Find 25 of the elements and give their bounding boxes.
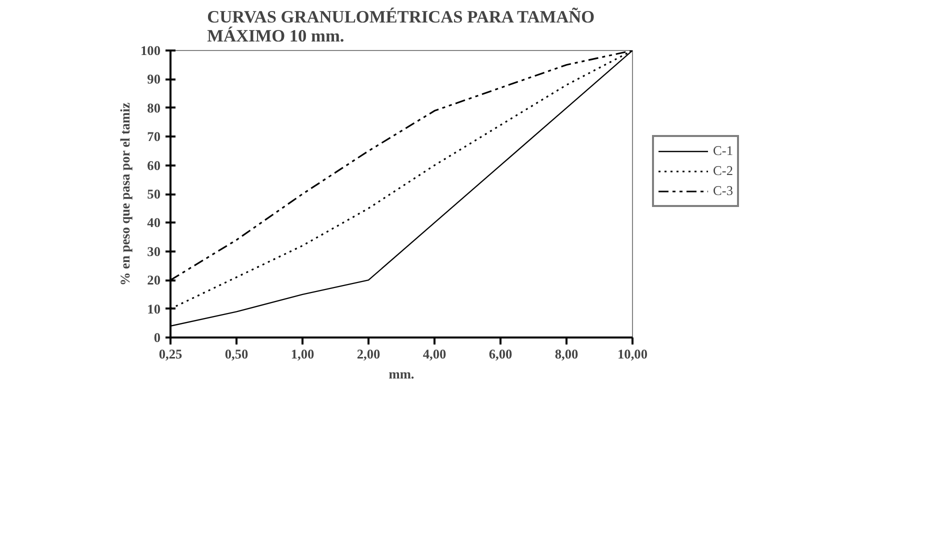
y-axis-title: % en peso que pasa por el tamiz [118, 102, 133, 286]
chart-title: CURVAS GRANULOMÉTRICAS PARA TAMAÑO MÁXIMO 10 mm. [207, 8, 595, 46]
legend-label: C-2 [713, 163, 733, 179]
x-tick-label: 4,00 [422, 346, 446, 362]
legend-label: C-3 [713, 183, 733, 199]
y-tick-label: 40 [147, 215, 161, 230]
x-tick-label: 6,00 [488, 346, 512, 362]
y-tick-label: 20 [147, 272, 161, 288]
x-tick-label: 0,25 [158, 346, 182, 362]
y-tick-label: 60 [147, 158, 161, 173]
y-tick-label: 70 [147, 129, 161, 144]
x-tick-label: 0,50 [224, 346, 248, 362]
x-tick-label: 8,00 [554, 346, 578, 362]
y-tick-label: 80 [147, 100, 161, 116]
x-tick-label: 2,00 [356, 346, 380, 362]
y-tick-label: 50 [147, 186, 161, 202]
y-tick-label: 0 [154, 330, 161, 345]
y-tick-label: 90 [147, 72, 161, 87]
x-tick-label: 1,00 [290, 346, 314, 362]
legend-label: C-1 [713, 143, 733, 159]
y-tick-label: 10 [147, 301, 161, 316]
x-tick-label: 10,00 [618, 346, 648, 362]
y-tick-label: 30 [147, 244, 161, 259]
x-axis-title: mm. [388, 366, 414, 382]
y-tick-label: 100 [140, 43, 161, 58]
